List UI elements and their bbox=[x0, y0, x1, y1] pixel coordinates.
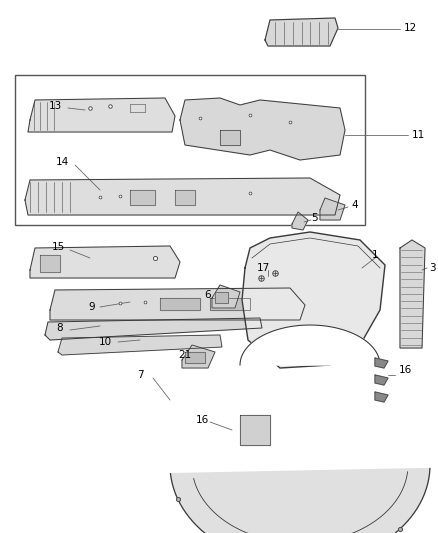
Polygon shape bbox=[240, 415, 270, 445]
Text: 15: 15 bbox=[51, 242, 65, 252]
Polygon shape bbox=[240, 325, 380, 365]
Text: 14: 14 bbox=[55, 157, 69, 167]
Polygon shape bbox=[220, 130, 240, 145]
Text: 10: 10 bbox=[99, 337, 112, 347]
Polygon shape bbox=[30, 246, 180, 278]
Text: 16: 16 bbox=[399, 365, 412, 375]
Polygon shape bbox=[242, 232, 385, 368]
Polygon shape bbox=[400, 240, 425, 348]
Polygon shape bbox=[130, 190, 155, 205]
Polygon shape bbox=[175, 190, 195, 205]
Polygon shape bbox=[375, 358, 388, 368]
Text: 21: 21 bbox=[178, 350, 192, 360]
Text: 13: 13 bbox=[48, 101, 62, 111]
Polygon shape bbox=[170, 469, 430, 533]
Text: 7: 7 bbox=[137, 370, 143, 380]
Text: 5: 5 bbox=[312, 213, 318, 223]
Polygon shape bbox=[265, 18, 338, 46]
Polygon shape bbox=[182, 345, 215, 368]
Polygon shape bbox=[50, 288, 305, 320]
Text: 11: 11 bbox=[411, 130, 424, 140]
Text: 6: 6 bbox=[205, 290, 211, 300]
Polygon shape bbox=[160, 298, 200, 310]
Text: 1: 1 bbox=[372, 250, 378, 260]
Polygon shape bbox=[215, 292, 228, 303]
Text: 12: 12 bbox=[403, 23, 417, 33]
Polygon shape bbox=[375, 375, 388, 385]
Polygon shape bbox=[375, 392, 388, 402]
Bar bbox=[15, 75, 365, 225]
Text: 16: 16 bbox=[195, 415, 208, 425]
Polygon shape bbox=[58, 335, 222, 355]
Polygon shape bbox=[185, 352, 205, 363]
Text: 9: 9 bbox=[88, 302, 95, 312]
Polygon shape bbox=[28, 98, 175, 132]
Polygon shape bbox=[180, 98, 345, 160]
Text: 3: 3 bbox=[429, 263, 435, 273]
Polygon shape bbox=[40, 255, 60, 272]
Polygon shape bbox=[320, 198, 345, 220]
Text: 4: 4 bbox=[352, 200, 358, 210]
Polygon shape bbox=[210, 298, 250, 310]
Polygon shape bbox=[25, 178, 340, 215]
Text: 8: 8 bbox=[57, 323, 64, 333]
Polygon shape bbox=[292, 212, 308, 230]
Polygon shape bbox=[45, 318, 262, 340]
Text: 17: 17 bbox=[256, 263, 270, 273]
Polygon shape bbox=[212, 285, 240, 308]
